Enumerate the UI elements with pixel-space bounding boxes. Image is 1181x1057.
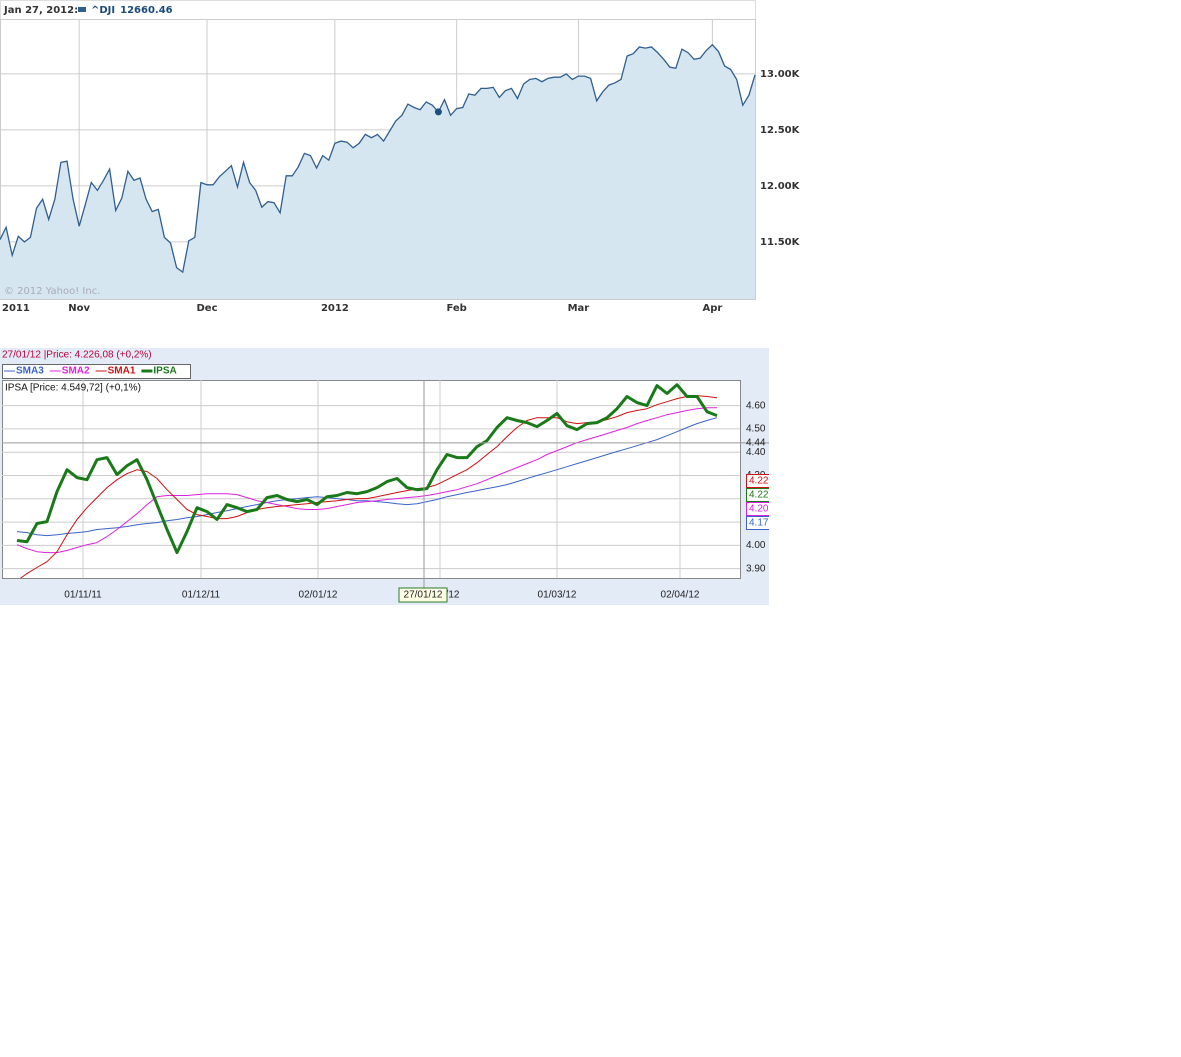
price-tag-box (746, 488, 769, 502)
cursor-x-box (398, 587, 448, 603)
x-tick-label: Mar (568, 303, 590, 314)
x-tick-label: 01/12/11 (182, 590, 221, 601)
legend-entry: SMA1 (108, 366, 136, 377)
legend-entry: IPSA (153, 366, 176, 377)
price-tag-label: 4.17 (749, 518, 769, 529)
x-tick-label: Feb (446, 303, 466, 314)
ipsa-chart: 27/01/12 |Price: 4.226,08 (+0,2%) SMA3 SMA… (0, 348, 769, 605)
x-tick-label: 02/04/12 (661, 590, 700, 601)
y-tick-label: 13.00K (760, 69, 801, 80)
x-tick-label: 2012 (321, 303, 349, 314)
y-tick-label: 4.00 (746, 540, 766, 551)
price-tag-label: 4.20 (749, 504, 769, 515)
series-line (16, 383, 718, 555)
y-tick-label: 4.60 (746, 400, 766, 411)
x-tick-label: 01/03/12 (538, 590, 577, 601)
y-tick-label: 3.90 (746, 563, 766, 574)
plot-area (2, 380, 741, 579)
legend-swatch (78, 7, 86, 12)
dji-chart: Jan 27, 2012: ^DJI 12660.46 11.50K 12.00K 12.… (0, 0, 801, 314)
price-tag-box (746, 516, 769, 530)
chart-title: Jan 27, 2012: (3, 5, 78, 16)
x-tick-label: Nov (68, 303, 90, 314)
area-fill (0, 44, 755, 299)
hover-point (434, 108, 442, 116)
cursor-x-label: 27/01/12 (404, 590, 443, 601)
legend-entry: SMA3 (16, 366, 44, 377)
y-tick-label: 12.00K (760, 181, 801, 192)
chart-subtitle: IPSA [Price: 4.549,72] (+0,1%) (5, 383, 141, 394)
cursor-y-label: 4.44 (746, 438, 766, 449)
price-tag-box (746, 502, 769, 516)
x-tick-label: Apr (702, 303, 722, 314)
y-tick-label: 11.50K (760, 237, 801, 248)
x-tick-label: Dec (197, 303, 218, 314)
chart-title: 27/01/12 |Price: 4.226,08 (+0,2%) (2, 350, 152, 361)
legend-entry: SMA2 (62, 366, 90, 377)
series-line (16, 407, 717, 554)
x-tick-label: 01/11/11 (64, 590, 102, 601)
series-line (16, 417, 718, 537)
x-tick-label: 02/01/12 (299, 590, 338, 601)
price-tag-box (746, 474, 769, 488)
series-group (16, 383, 718, 578)
price-tag-label: 4.22 (749, 476, 769, 487)
y-tick-label: 4.40 (746, 447, 766, 458)
price-tag-label: 4.22 (749, 490, 769, 501)
price-line (0, 43, 756, 274)
y-tick-label: 4.50 (746, 424, 766, 435)
series-name: ^DJI (91, 5, 115, 16)
hover-value: 12660.46 (120, 5, 173, 16)
x-tick-label: 2011 (2, 303, 30, 314)
credit: © 2012 Yahoo! Inc. (4, 286, 100, 297)
legend-entry: ^DJI 12660.46 (91, 5, 173, 16)
y-tick-label: 12.50K (760, 125, 801, 136)
